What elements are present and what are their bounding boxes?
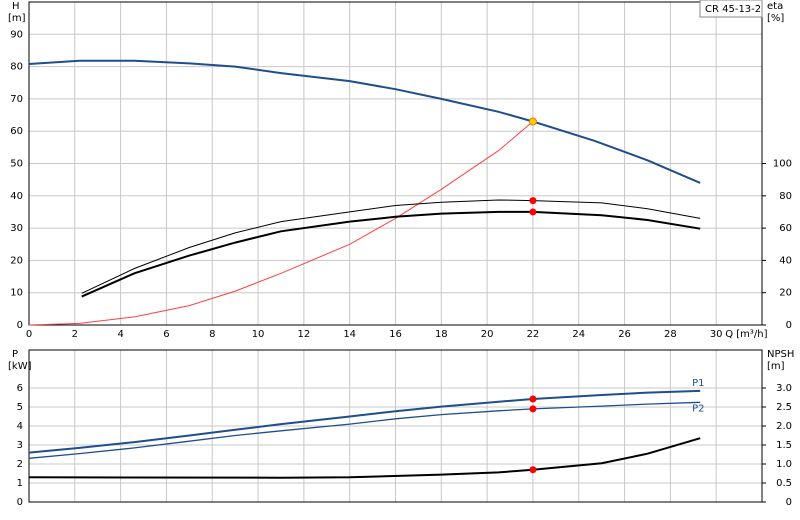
operating-point xyxy=(529,208,537,216)
y-axis-label: P xyxy=(12,349,18,360)
operating-point xyxy=(529,466,537,474)
x-tick-label: 22 xyxy=(527,329,540,340)
curve xyxy=(28,389,701,454)
x-tick-label: 12 xyxy=(298,329,311,340)
x-tick-label: 26 xyxy=(618,329,631,340)
y-tick-label: 6 xyxy=(17,383,23,394)
y2-tick-label: 1.0 xyxy=(776,459,792,470)
y2-axis-label: [m] xyxy=(767,361,785,372)
x-tick-label: 14 xyxy=(343,329,356,340)
operating-point xyxy=(529,405,537,413)
curve xyxy=(28,437,701,479)
title-box xyxy=(699,0,763,18)
x-tick-label: 8 xyxy=(209,329,215,340)
y2-axis-label: eta xyxy=(767,1,783,12)
y2-tick-label: 1.5 xyxy=(776,440,792,451)
y2-tick-label: 100 xyxy=(773,159,792,170)
y2-tick-label: 2.0 xyxy=(776,421,792,432)
x-tick-label: 18 xyxy=(435,329,448,340)
x-tick-label: 2 xyxy=(72,329,78,340)
x-tick-label: 24 xyxy=(572,329,585,340)
y-tick-label: 0 xyxy=(17,320,23,331)
y2-axis-label: NPSH xyxy=(767,349,794,360)
y-tick-label: 40 xyxy=(10,191,23,202)
y2-axis-label: [%] xyxy=(767,13,784,24)
plot-frame xyxy=(28,349,763,503)
y2-tick-label: 0 xyxy=(786,320,792,331)
curve xyxy=(81,210,701,298)
y-tick-label: 90 xyxy=(10,29,23,40)
x-tick-label: 0 xyxy=(26,329,32,340)
y-tick-label: 0 xyxy=(17,497,23,508)
y-tick-label: 20 xyxy=(10,255,23,266)
y-tick-label: 2 xyxy=(17,459,23,470)
y-tick-label: 3 xyxy=(17,440,23,451)
plot-frame xyxy=(28,1,763,326)
y2-tick-label: 2.5 xyxy=(776,402,792,413)
y2-tick-label: 0 xyxy=(786,497,792,508)
y-tick-label: 60 xyxy=(10,126,23,137)
x-tick-label: 16 xyxy=(389,329,402,340)
curve xyxy=(81,199,701,294)
y-tick-label: 80 xyxy=(10,62,23,73)
y-axis-label: [kW] xyxy=(8,361,32,372)
x-tick-label: 30 xyxy=(710,329,723,340)
operating-point xyxy=(529,395,537,403)
curve xyxy=(28,59,701,184)
curve xyxy=(28,401,701,459)
y-tick-label: 70 xyxy=(10,94,23,105)
operating-point xyxy=(529,197,537,205)
y-axis-label: H xyxy=(12,1,20,12)
curve-label: P2 xyxy=(692,403,704,414)
operating-point xyxy=(528,117,537,126)
y2-tick-label: 20 xyxy=(779,288,792,299)
x-axis-label: Q [m³/h] xyxy=(725,329,767,340)
y2-tick-label: 60 xyxy=(779,223,792,234)
y-tick-label: 1 xyxy=(17,478,23,489)
x-tick-label: 4 xyxy=(117,329,123,340)
y-tick-label: 4 xyxy=(17,421,23,432)
y-tick-label: 50 xyxy=(10,159,23,170)
y-axis-label: [m] xyxy=(8,13,26,24)
y2-tick-label: 80 xyxy=(779,191,792,202)
chart-title: CR 45-13-2 xyxy=(705,4,761,15)
curve-label: P1 xyxy=(692,378,704,389)
curve xyxy=(28,121,534,326)
y-tick-label: 5 xyxy=(17,402,23,413)
x-tick-label: 20 xyxy=(481,329,494,340)
y-tick-label: 30 xyxy=(10,223,23,234)
x-tick-label: 10 xyxy=(252,329,265,340)
y-tick-label: 10 xyxy=(10,288,23,299)
y2-tick-label: 40 xyxy=(779,255,792,266)
x-tick-label: 6 xyxy=(163,329,169,340)
y2-tick-label: 3.0 xyxy=(776,383,792,394)
x-tick-label: 28 xyxy=(664,329,677,340)
y2-tick-label: 0.5 xyxy=(776,478,792,489)
